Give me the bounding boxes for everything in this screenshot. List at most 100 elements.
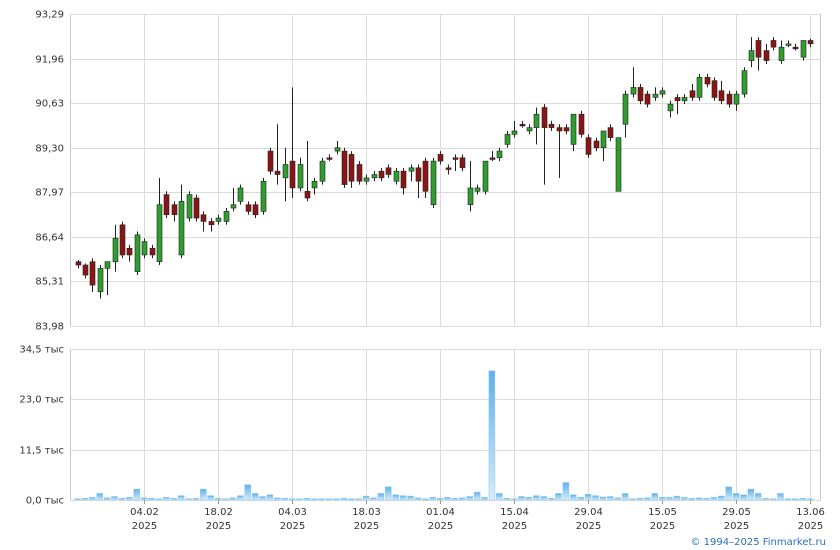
- candle-body: [319, 160, 326, 182]
- volume-bar: [769, 498, 777, 501]
- volume-bar: [607, 496, 614, 501]
- x-tick-label: 15.05: [648, 507, 677, 518]
- volume-bar: [614, 497, 621, 501]
- candle-body: [556, 127, 563, 132]
- candle-body: [149, 247, 156, 256]
- candle-body: [393, 170, 400, 182]
- volume-bar: [592, 495, 599, 501]
- candle-body: [215, 217, 222, 222]
- volume-bar: [96, 493, 103, 501]
- volume-bar: [318, 498, 325, 501]
- candle-body: [356, 164, 363, 182]
- volume-bar: [658, 497, 666, 501]
- candle-body: [186, 194, 193, 219]
- candle-body: [792, 46, 799, 50]
- candle-body: [726, 93, 733, 105]
- candle-body: [104, 261, 111, 269]
- volume-bar: [362, 495, 370, 501]
- volume-bar: [303, 497, 311, 501]
- volume-bar: [237, 495, 244, 501]
- candle-body: [311, 180, 318, 189]
- volume-bar: [436, 497, 444, 501]
- price-frame: [70, 14, 821, 327]
- candle-body: [400, 170, 407, 189]
- x-tick-year: 2025: [724, 521, 749, 532]
- volume-bar: [222, 498, 229, 501]
- y-tick-label: 86,64: [35, 233, 64, 244]
- candle-body: [274, 170, 281, 175]
- candle-body: [200, 214, 207, 222]
- volume-bar: [473, 491, 481, 501]
- volume-bar: [229, 497, 237, 501]
- candle-body: [511, 130, 518, 135]
- volume-bar: [510, 498, 518, 501]
- candle-body: [119, 224, 126, 256]
- candle-body: [326, 157, 333, 160]
- x-tick-year: 2025: [502, 521, 527, 532]
- candle-body: [748, 50, 755, 61]
- candle-body: [193, 197, 200, 219]
- volume-bar: [777, 493, 784, 501]
- x-tick-label: 29.05: [722, 507, 751, 518]
- candle-body: [570, 113, 577, 145]
- candle-body: [208, 221, 215, 226]
- volume-bar: [444, 497, 451, 501]
- volume-bar: [762, 497, 769, 501]
- candle-body: [637, 87, 644, 102]
- candle-body: [467, 187, 474, 205]
- volume-bar: [281, 497, 288, 501]
- candle-body: [260, 180, 267, 212]
- candle-body: [378, 170, 385, 179]
- candle-body: [430, 160, 437, 205]
- candle-body: [600, 130, 607, 149]
- volume-bar: [81, 497, 89, 501]
- candle-body: [223, 211, 230, 222]
- candle-body: [371, 174, 378, 179]
- volume-bar: [525, 497, 533, 501]
- candle-body: [681, 97, 688, 102]
- candle-body: [615, 137, 622, 192]
- volume-bar: [414, 497, 422, 501]
- candle-body: [800, 40, 807, 58]
- candle-body: [178, 201, 185, 256]
- volume-bar: [792, 498, 799, 501]
- volume-bar: [311, 498, 318, 501]
- candle-body: [696, 77, 703, 98]
- candle-body: [548, 123, 555, 128]
- volume-bar: [288, 498, 296, 501]
- candle-body: [97, 268, 104, 293]
- candle-body: [267, 150, 274, 172]
- volume-bar: [747, 488, 755, 501]
- candle-body: [341, 150, 348, 185]
- candle-body: [126, 247, 133, 256]
- y-tick-label: 11,5 тыс: [19, 446, 64, 457]
- volume-bar: [651, 493, 658, 501]
- x-tick-label: 04.03: [278, 507, 307, 518]
- volume-bar: [570, 494, 577, 501]
- candle-body: [526, 127, 533, 132]
- volume-bar: [266, 494, 274, 501]
- volume-bar: [718, 495, 725, 501]
- volume-frame: [70, 349, 821, 501]
- candle-body: [348, 154, 355, 182]
- volume-bar: [688, 497, 695, 501]
- candle-body: [785, 43, 792, 46]
- candle-body: [763, 50, 770, 61]
- volume-bar: [547, 497, 555, 501]
- y-tick-label: 91,96: [35, 55, 64, 66]
- volume-bar: [459, 497, 466, 501]
- candle-body: [112, 237, 119, 262]
- volume-bar: [163, 497, 170, 501]
- volume-bar: [621, 493, 629, 501]
- volume-bar: [126, 497, 133, 501]
- y-tick-label: 93,29: [35, 10, 64, 21]
- volume-bar: [251, 493, 259, 501]
- volume-bar: [385, 486, 392, 501]
- volume-bar: [333, 498, 340, 501]
- volume-bar: [407, 495, 414, 501]
- x-tick-label: 29.04: [574, 507, 603, 518]
- candle-body: [230, 204, 237, 209]
- candle-body: [134, 234, 141, 273]
- volume-bar: [755, 493, 762, 501]
- candle-body: [289, 160, 296, 189]
